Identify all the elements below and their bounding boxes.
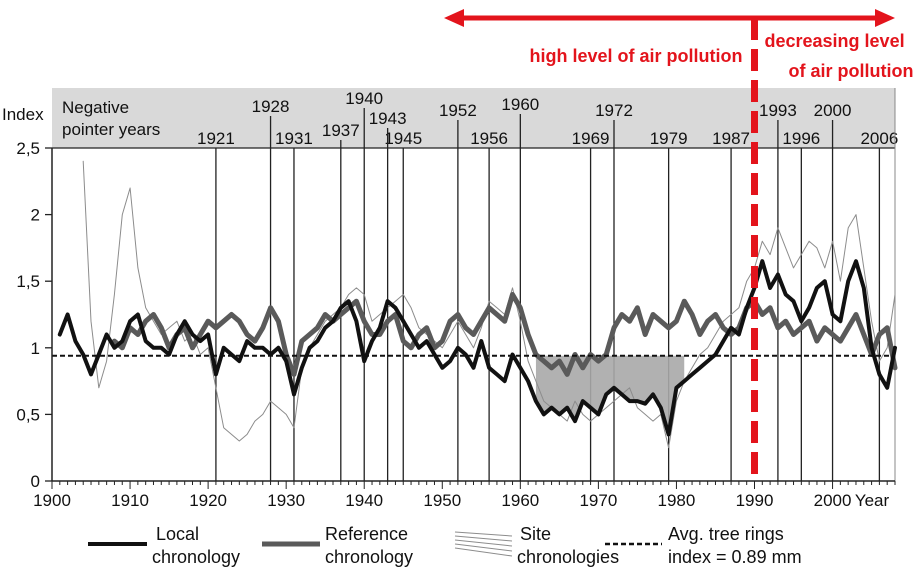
pointer-year-label: 2006 (860, 129, 898, 148)
legend-label-average-line1: Avg. tree rings (668, 524, 784, 544)
pointer-year-label: 1931 (275, 129, 313, 148)
y-tick-label: 1,5 (16, 272, 40, 291)
below-average-shade (535, 355, 685, 435)
x-tick-label: 2000 (814, 491, 852, 510)
y-tick-label: 2 (31, 206, 40, 225)
pointer-year-label: 1960 (501, 95, 539, 114)
series-local-chronology (57, 259, 897, 437)
x-tick-label: 1940 (345, 491, 383, 510)
pointer-year-label: 1969 (572, 129, 610, 148)
legend-label-reference-line1: Reference (325, 524, 408, 544)
pointer-band-title-line1: Negative (62, 98, 129, 117)
x-tick-label: 1920 (189, 491, 227, 510)
pointer-year-label: 1921 (197, 129, 235, 148)
pointer-year-label: 1943 (369, 109, 407, 128)
legend-label-local-line2: chronology (152, 547, 240, 567)
x-axis-title: Year (855, 491, 890, 510)
series-reference-chronology (111, 292, 898, 377)
shaded-region (535, 355, 685, 435)
x-tick-label: 1980 (658, 491, 696, 510)
y-axis-title: Index (2, 105, 44, 124)
pointer-year-label: 1945 (384, 129, 422, 148)
pointer-years-band: Negative pointer years 1921 1928 1931 1937 194… (52, 88, 898, 148)
high-pollution-label: high level of air pollution (529, 46, 742, 66)
legend-label-average-line2: index = 0.89 mm (668, 547, 802, 567)
legend-swatch-site-line (454, 543, 513, 552)
pointer-year-label: 1972 (595, 101, 633, 120)
series-site-chronologies (82, 160, 896, 449)
x-tick-label: 1950 (423, 491, 461, 510)
legend-label-site-line1: Site (520, 524, 551, 544)
legend-label-site-line2: chronologies (517, 547, 619, 567)
y-tick-label: 2,5 (16, 139, 40, 158)
pollution-arrow-right-head (875, 9, 895, 27)
pointer-year-label: 1987 (712, 129, 750, 148)
pointer-year-label: 1928 (252, 97, 290, 116)
y-tick-label: 0,5 (16, 405, 40, 424)
pointer-year-label: 1952 (439, 101, 477, 120)
legend-label-reference-line2: chronology (325, 547, 413, 567)
legend-swatch-site-line (454, 531, 513, 537)
pointer-year-label: 1940 (345, 89, 383, 108)
legend-swatch-site-line (454, 539, 513, 547)
pointer-year-label: 1996 (782, 129, 820, 148)
legend: Local chronology Reference chronology Site ch… (88, 524, 802, 567)
legend-swatch-site-line (454, 547, 513, 557)
y-tick-label: 0 (31, 472, 40, 491)
pollution-arrow-left-head (444, 9, 464, 27)
axes: 0 0,5 1 1,5 2 2,5 Index 1900 1910 1920 1930 1940 195… (2, 105, 896, 510)
annotations: high level of air pollution decreasing le… (444, 9, 913, 481)
pointer-year-label: 1993 (759, 101, 797, 120)
decreasing-pollution-label-line2: of air pollution (789, 61, 914, 81)
y-tick-label: 1 (31, 339, 40, 358)
pointer-band-title-line2: pointer years (62, 120, 160, 139)
x-tick-label: 1900 (33, 491, 71, 510)
x-tick-label: 1930 (267, 491, 305, 510)
x-tick-label: 1970 (579, 491, 617, 510)
pointer-year-label: 1937 (322, 121, 360, 140)
decreasing-pollution-label-line1: decreasing level (765, 31, 905, 51)
pointer-year-label: 1956 (470, 129, 508, 148)
pointer-year-label: 2000 (814, 101, 852, 120)
x-tick-label: 1910 (111, 491, 149, 510)
legend-label-local-line1: Local (156, 524, 199, 544)
series-layer (52, 160, 898, 449)
pointer-year-label: 1979 (650, 129, 688, 148)
x-tick-label: 1960 (501, 491, 539, 510)
x-tick-label: 1990 (736, 491, 774, 510)
legend-swatch-site-line (454, 535, 513, 542)
